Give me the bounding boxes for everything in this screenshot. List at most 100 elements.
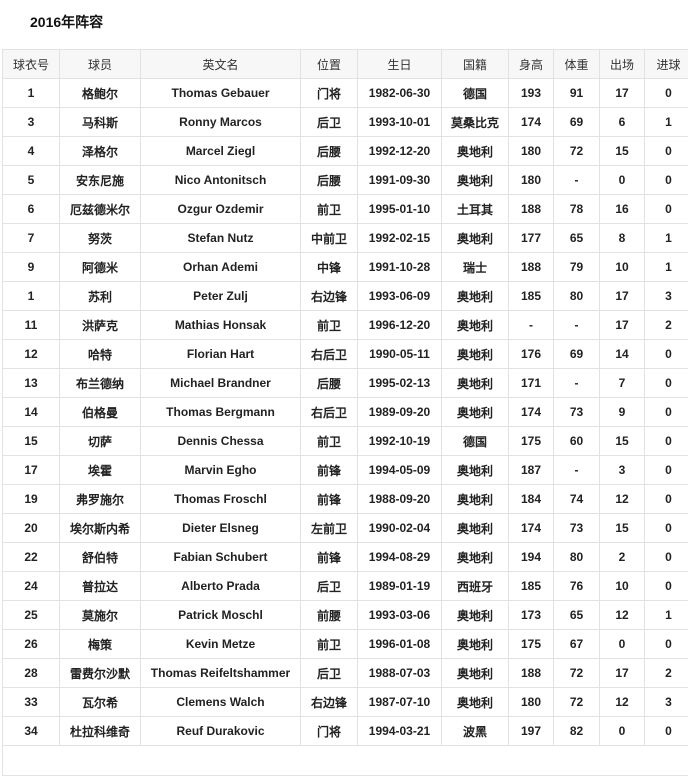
cell-goals: 0 — [644, 78, 688, 108]
cell-weight: 72 — [553, 687, 600, 717]
cell-height: 174 — [508, 513, 554, 543]
cell-weight: 69 — [553, 339, 600, 369]
cell-appearances: 17 — [599, 78, 645, 108]
cell-jersey-number: 3 — [2, 107, 60, 137]
cell-weight: - — [553, 455, 600, 485]
cell-jersey-number: 14 — [2, 397, 60, 427]
cell-player-name: 弗罗施尔 — [59, 484, 141, 514]
cell-birthday: 1992-02-15 — [357, 223, 442, 253]
cell-english-name: Florian Hart — [140, 339, 301, 369]
cell-position: 前卫 — [300, 194, 358, 224]
cell-nationality: 奥地利 — [441, 368, 509, 398]
cell-position: 右边锋 — [300, 687, 358, 717]
cell-birthday: 1994-08-29 — [357, 542, 442, 572]
cell-jersey-number: 13 — [2, 368, 60, 398]
cell-height: 188 — [508, 252, 554, 282]
cell-birthday: 1991-10-28 — [357, 252, 442, 282]
cell-english-name: Marcel Ziegl — [140, 136, 301, 166]
cell-english-name: Thomas Gebauer — [140, 78, 301, 108]
cell-birthday: 1992-10-19 — [357, 426, 442, 456]
cell-weight: 91 — [553, 78, 600, 108]
cell-nationality: 奥地利 — [441, 513, 509, 543]
cell-jersey-number: 4 — [2, 136, 60, 166]
cell-player-name: 瓦尔希 — [59, 687, 141, 717]
cell-birthday: 1990-02-04 — [357, 513, 442, 543]
cell-jersey-number: 1 — [2, 78, 60, 108]
cell-nationality: 奥地利 — [441, 600, 509, 630]
cell-birthday: 1996-12-20 — [357, 310, 442, 340]
cell-english-name: Orhan Ademi — [140, 252, 301, 282]
cell-goals: 0 — [644, 136, 688, 166]
cell-english-name: Dieter Elsneg — [140, 513, 301, 543]
cell-jersey-number: 5 — [2, 165, 60, 195]
table-row: 25 莫施尔 Patrick Moschl 前腰 1993-03-06 奥地利 173 65 1… — [2, 600, 688, 630]
cell-english-name: Alberto Prada — [140, 571, 301, 601]
cell-nationality: 奥地利 — [441, 165, 509, 195]
cell-height: 185 — [508, 281, 554, 311]
cell-nationality: 奥地利 — [441, 136, 509, 166]
cell-english-name: Michael Brandner — [140, 368, 301, 398]
cell-english-name: Fabian Schubert — [140, 542, 301, 572]
cell-position: 门将 — [300, 78, 358, 108]
cell-birthday: 1990-05-11 — [357, 339, 442, 369]
cell-appearances: 17 — [599, 281, 645, 311]
cell-position: 前卫 — [300, 310, 358, 340]
cell-english-name: Stefan Nutz — [140, 223, 301, 253]
cell-height: 180 — [508, 687, 554, 717]
cell-height: 185 — [508, 571, 554, 601]
cell-birthday: 1996-01-08 — [357, 629, 442, 659]
column-header-nationality: 国籍 — [441, 49, 509, 79]
cell-weight: - — [553, 165, 600, 195]
cell-birthday: 1993-10-01 — [357, 107, 442, 137]
column-header-english-name: 英文名 — [140, 49, 301, 79]
cell-jersey-number: 12 — [2, 339, 60, 369]
cell-english-name: Thomas Reifeltshammer — [140, 658, 301, 688]
cell-jersey-number: 19 — [2, 484, 60, 514]
table-row: 13 布兰德纳 Michael Brandner 后腰 1995-02-13 奥地利 171… — [2, 368, 688, 398]
cell-goals: 1 — [644, 600, 688, 630]
cell-weight: - — [553, 310, 600, 340]
cell-appearances: 15 — [599, 513, 645, 543]
table-row: 9 阿德米 Orhan Ademi 中锋 1991-10-28 瑞士 188 79 10 1 — [2, 252, 688, 282]
cell-player-name: 舒伯特 — [59, 542, 141, 572]
cell-goals: 2 — [644, 310, 688, 340]
cell-height: 197 — [508, 716, 554, 746]
cell-player-name: 雷费尔沙默 — [59, 658, 141, 688]
column-header-goals: 进球 — [644, 49, 688, 79]
column-header-player-name: 球员 — [59, 49, 141, 79]
table-row: 26 梅策 Kevin Metze 前卫 1996-01-08 奥地利 175 67 0 0 — [2, 629, 688, 659]
cell-english-name: Mathias Honsak — [140, 310, 301, 340]
column-header-height: 身高 — [508, 49, 554, 79]
cell-jersey-number: 6 — [2, 194, 60, 224]
cell-birthday: 1994-03-21 — [357, 716, 442, 746]
cell-appearances: 7 — [599, 368, 645, 398]
cell-english-name: Clemens Walch — [140, 687, 301, 717]
cell-weight: 65 — [553, 600, 600, 630]
table-row: 11 洪萨克 Mathias Honsak 前卫 1996-12-20 奥地利 - -17 2 — [2, 310, 688, 340]
cell-player-name: 厄兹德米尔 — [59, 194, 141, 224]
cell-birthday: 1994-05-09 — [357, 455, 442, 485]
cell-jersey-number: 1 — [2, 281, 60, 311]
cell-position: 前锋 — [300, 455, 358, 485]
cell-appearances: 6 — [599, 107, 645, 137]
cell-nationality: 奥地利 — [441, 397, 509, 427]
cell-nationality: 奥地利 — [441, 542, 509, 572]
cell-appearances: 10 — [599, 571, 645, 601]
column-header-position: 位置 — [300, 49, 358, 79]
cell-nationality: 土耳其 — [441, 194, 509, 224]
cell-goals: 2 — [644, 658, 688, 688]
cell-jersey-number: 17 — [2, 455, 60, 485]
cell-nationality: 德国 — [441, 426, 509, 456]
cell-goals: 0 — [644, 194, 688, 224]
cell-goals: 1 — [644, 107, 688, 137]
cell-jersey-number: 28 — [2, 658, 60, 688]
cell-height: 176 — [508, 339, 554, 369]
cell-weight: 80 — [553, 542, 600, 572]
cell-height: 175 — [508, 629, 554, 659]
cell-birthday: 1995-01-10 — [357, 194, 442, 224]
cell-player-name: 莫施尔 — [59, 600, 141, 630]
cell-jersey-number: 9 — [2, 252, 60, 282]
table-row: 24 普拉达 Alberto Prada 后卫 1989-01-19 西班牙 185 76 10… — [2, 571, 688, 601]
cell-english-name: Reuf Durakovic — [140, 716, 301, 746]
cell-height: - — [508, 310, 554, 340]
